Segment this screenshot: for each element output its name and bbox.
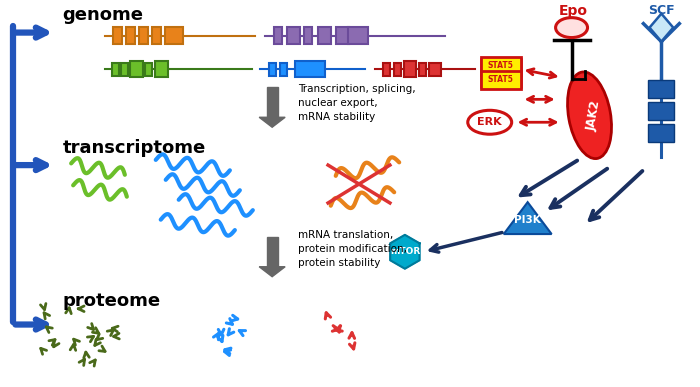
Bar bbox=[286, 27, 300, 44]
Bar bbox=[267, 237, 278, 267]
Bar bbox=[113, 27, 122, 44]
Bar bbox=[429, 63, 441, 76]
Text: SCF: SCF bbox=[648, 4, 675, 17]
Bar bbox=[318, 27, 330, 44]
Polygon shape bbox=[259, 267, 285, 277]
Text: genome: genome bbox=[62, 6, 144, 24]
FancyBboxPatch shape bbox=[481, 58, 521, 75]
Bar bbox=[648, 80, 674, 98]
FancyBboxPatch shape bbox=[481, 72, 521, 87]
Bar bbox=[165, 27, 183, 44]
Text: proteome: proteome bbox=[62, 292, 161, 310]
Bar bbox=[279, 63, 286, 76]
Bar bbox=[648, 124, 674, 142]
Polygon shape bbox=[650, 14, 673, 41]
Ellipse shape bbox=[468, 110, 512, 134]
Text: mRNA translation,
protein modification,
protein stability: mRNA translation, protein modification, … bbox=[298, 230, 407, 268]
Text: Epo: Epo bbox=[559, 4, 588, 18]
Bar bbox=[126, 27, 134, 44]
Text: ERK: ERK bbox=[477, 117, 502, 127]
Text: mTOR: mTOR bbox=[390, 247, 420, 256]
FancyBboxPatch shape bbox=[481, 60, 521, 74]
Text: Transcription, splicing,
nuclear export,
mRNA stability: Transcription, splicing, nuclear export,… bbox=[298, 84, 416, 122]
FancyBboxPatch shape bbox=[481, 72, 521, 89]
Bar bbox=[648, 102, 674, 120]
Bar bbox=[155, 62, 168, 77]
Bar bbox=[139, 27, 148, 44]
Bar bbox=[335, 27, 349, 44]
Bar bbox=[269, 63, 276, 76]
Ellipse shape bbox=[556, 18, 587, 38]
Text: STAT5: STAT5 bbox=[488, 75, 514, 84]
Text: PI3K: PI3K bbox=[514, 215, 541, 225]
Bar bbox=[404, 62, 416, 77]
Bar bbox=[267, 87, 278, 117]
Polygon shape bbox=[504, 202, 552, 234]
Bar bbox=[274, 27, 282, 44]
Polygon shape bbox=[259, 117, 285, 127]
Text: transcriptome: transcriptome bbox=[62, 139, 206, 157]
Bar bbox=[348, 27, 368, 44]
Text: JAK2: JAK2 bbox=[584, 99, 603, 132]
Ellipse shape bbox=[568, 72, 612, 159]
Bar bbox=[295, 62, 325, 77]
Bar bbox=[130, 62, 143, 77]
Text: STAT5: STAT5 bbox=[488, 75, 514, 84]
Polygon shape bbox=[390, 235, 419, 269]
Bar bbox=[304, 27, 312, 44]
Bar bbox=[112, 63, 119, 76]
Bar bbox=[419, 63, 426, 76]
Bar bbox=[145, 63, 152, 76]
Bar bbox=[394, 63, 401, 76]
Text: STAT5: STAT5 bbox=[488, 62, 514, 72]
Bar bbox=[384, 63, 391, 76]
Bar bbox=[121, 63, 127, 76]
Text: STAT5: STAT5 bbox=[488, 61, 514, 70]
Bar bbox=[152, 27, 160, 44]
